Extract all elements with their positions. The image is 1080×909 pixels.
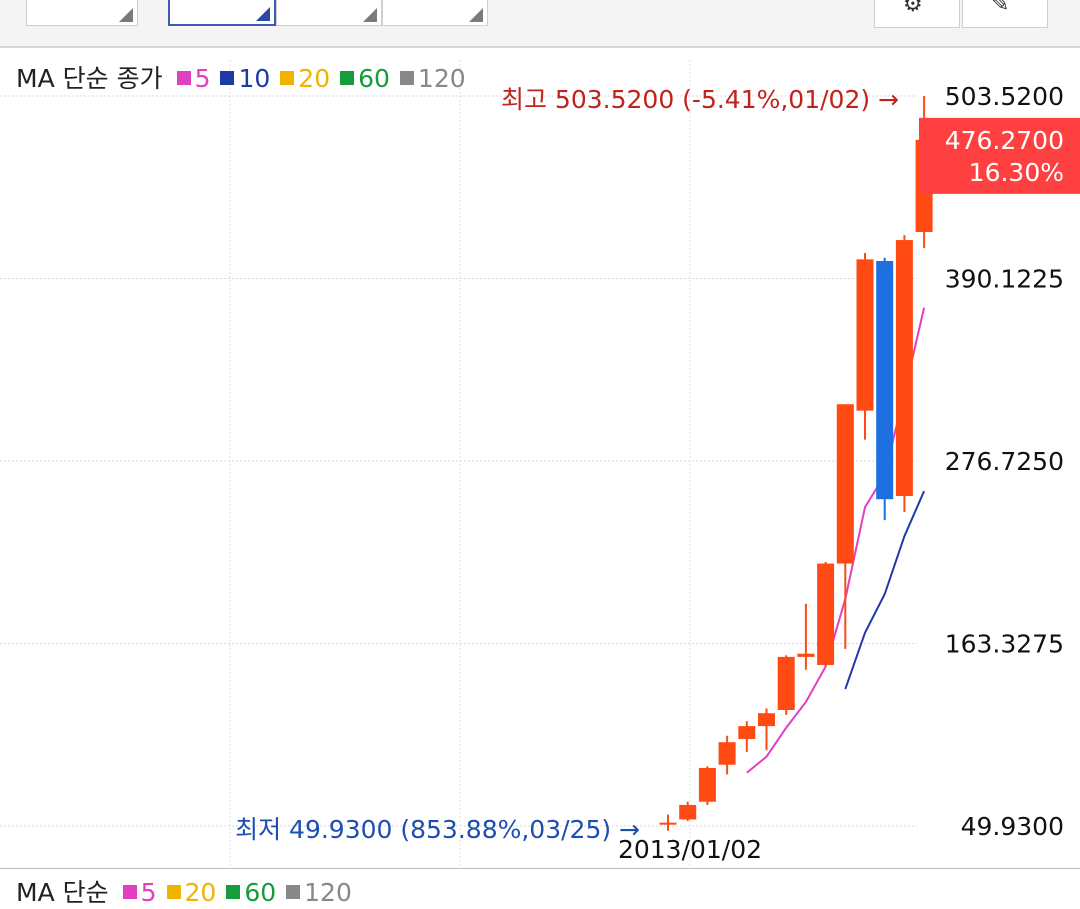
current-price-change: 16.30% [969, 158, 1064, 187]
candle-body [895, 240, 913, 496]
dropdown-arrow-icon [469, 8, 483, 22]
y-tick-label: 276.7250 [945, 447, 1064, 476]
legend-label: 20 [298, 64, 331, 93]
candle-body [836, 404, 854, 564]
ma-line-10 [844, 490, 926, 690]
legend-swatch-icon [399, 71, 414, 85]
dropdown-arrow-icon [256, 7, 270, 21]
legend-label: 10 [238, 64, 271, 93]
candle-body [797, 653, 815, 657]
legend-item-ma20: 20 [166, 878, 217, 907]
legend-swatch-icon [176, 71, 191, 85]
candle-body [718, 742, 736, 765]
chart-toolbar: ⚙ ✎ [0, 0, 1080, 48]
candle-body [758, 713, 775, 727]
legend-item-ma120: 120 [286, 878, 352, 907]
candle-body [876, 260, 894, 500]
y-tick-label: 163.3275 [945, 630, 1064, 659]
max-price-annotation: 최고 503.5200 (-5.41%,01/02) → [501, 85, 899, 114]
legend-item-ma5: 5 [176, 64, 211, 93]
indicator-select[interactable] [382, 0, 488, 26]
legend-label: 60 [244, 878, 277, 907]
candle-body [777, 656, 795, 711]
period-select[interactable] [26, 0, 138, 26]
settings-icon: ⚙ [903, 0, 923, 17]
candle-body [738, 726, 756, 739]
candlestick-chart: 503.5200 390.1225 276.7250 163.3275 49.9300 4… [0, 48, 1080, 868]
legend-label: 5 [140, 878, 157, 907]
legend-item-ma5: 5 [122, 878, 157, 907]
legend-swatch-icon [166, 885, 181, 899]
dropdown-arrow-icon [119, 8, 133, 22]
pencil-icon: ✎ [991, 0, 1010, 17]
y-tick-label: 390.1225 [945, 265, 1064, 294]
draw-button[interactable]: ✎ [962, 0, 1048, 28]
legend-swatch-icon [340, 71, 355, 85]
legend-item-ma20: 20 [280, 64, 330, 93]
legend-swatch-icon [220, 71, 235, 85]
legend-swatch-icon [286, 885, 301, 899]
settings-button[interactable]: ⚙ [874, 0, 960, 28]
chart-type-select[interactable] [276, 0, 382, 26]
legend-ma-close: MA 단순 종가 5 10 20 60 120 [16, 59, 476, 95]
legend-swatch-icon [280, 71, 295, 85]
panel-divider [0, 868, 1080, 869]
legend-title: MA 단순 종가 [16, 64, 163, 93]
interval-select[interactable] [168, 0, 276, 26]
legend-item-ma60: 60 [340, 64, 390, 93]
y-tick-label: 49.9300 [961, 812, 1064, 841]
legend-label: 5 [194, 64, 211, 93]
candle-body [659, 822, 677, 825]
dropdown-arrow-icon [363, 8, 377, 22]
legend-item-ma60: 60 [226, 878, 276, 907]
legend-swatch-icon [226, 885, 241, 899]
legend-title: MA 단순 [16, 878, 109, 907]
legend-label: 120 [417, 64, 466, 93]
legend-ma-volume: MA 단순 5 20 60 120 [16, 873, 362, 909]
candle-body [856, 259, 874, 411]
legend-item-ma120: 120 [399, 64, 466, 93]
candle-body [679, 804, 697, 820]
legend-item-ma10: 10 [220, 64, 270, 93]
current-price-label: 476.2700 [945, 126, 1064, 155]
candle-body [817, 563, 835, 665]
legend-swatch-icon [122, 885, 137, 899]
ma-line-5 [746, 307, 926, 774]
candle-body [698, 767, 716, 802]
y-tick-label: 503.5200 [945, 82, 1064, 111]
legend-label: 60 [358, 64, 390, 93]
x-tick-label: 2013/01/02 [618, 835, 762, 864]
legend-label: 120 [304, 878, 352, 907]
min-price-annotation: 최저 49.9300 (853.88%,03/25) → [235, 815, 640, 844]
current-price-badge [919, 117, 1080, 194]
legend-label: 20 [184, 878, 217, 907]
